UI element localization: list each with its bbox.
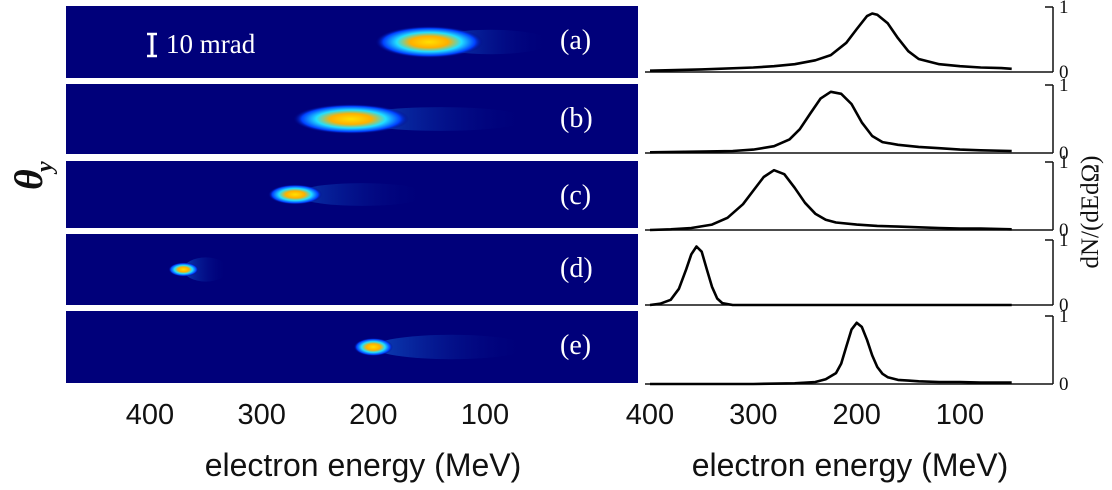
spectrum-line [649,245,1012,307]
panel-label: (e) [560,330,591,361]
y-tick-label: 1 [1059,0,1069,18]
theta-subscript: y [32,161,58,175]
panel-label: (c) [560,180,591,211]
left-x-tick-labels: 400 300 200 100 [126,399,509,431]
panel-label: (d) [560,253,593,284]
y-tick-label: 1 [1059,75,1069,96]
y-tick-label: 1 [1059,152,1069,173]
right-x-tick-labels: 400 300 200 100 [626,399,984,431]
panel-background [66,234,638,305]
panel-label: (a) [560,25,591,56]
y-tick-label: 1 [1059,230,1069,251]
beam-spot [375,26,484,58]
beam-spot [293,104,409,134]
y-axis-title-left: θ y [6,161,58,190]
right-y-axis-title: dN/(dEdΩ) [1077,155,1104,268]
beam-spot [353,338,393,356]
y-tick-label: 0 [1059,374,1069,395]
panel-labels: (a) (b) (c) (d) (e) [560,25,593,361]
x-tick-label: 200 [832,399,880,431]
y-tick-label: 0 [1059,295,1069,316]
x-tick-label: 100 [461,399,509,431]
y-tick-label: 1 [1059,306,1069,327]
scale-bar: 10 mrad [147,29,256,59]
spectrum-line [649,168,1012,232]
scale-bar-label: 10 mrad [166,29,256,59]
beam-tail [295,183,430,206]
spectrum-line [649,90,1012,154]
spectra-images [66,6,638,383]
beam-spot [168,262,199,277]
panel-background [66,311,638,383]
y-tick-label: 0 [1059,62,1069,83]
x-tick-label: 100 [936,399,984,431]
left-x-axis-title: electron energy (MeV) [205,447,522,483]
x-tick-label: 300 [237,399,285,431]
theta-symbol: θ [6,169,51,190]
y-tick-label: 0 [1059,143,1069,164]
x-tick-label: 400 [626,399,674,431]
spectrum-line [649,12,1012,72]
panel-label: (b) [560,103,593,134]
beam-spot [268,184,323,205]
y-tick-label: 0 [1059,220,1069,241]
x-tick-label: 200 [349,399,397,431]
x-tick-label: 400 [126,399,174,431]
x-tick-label: 300 [729,399,777,431]
spectrum-line [650,321,1012,386]
right-x-axis-title: electron energy (MeV) [692,447,1009,483]
beam-tail [373,334,530,360]
beam-tail [183,257,229,282]
